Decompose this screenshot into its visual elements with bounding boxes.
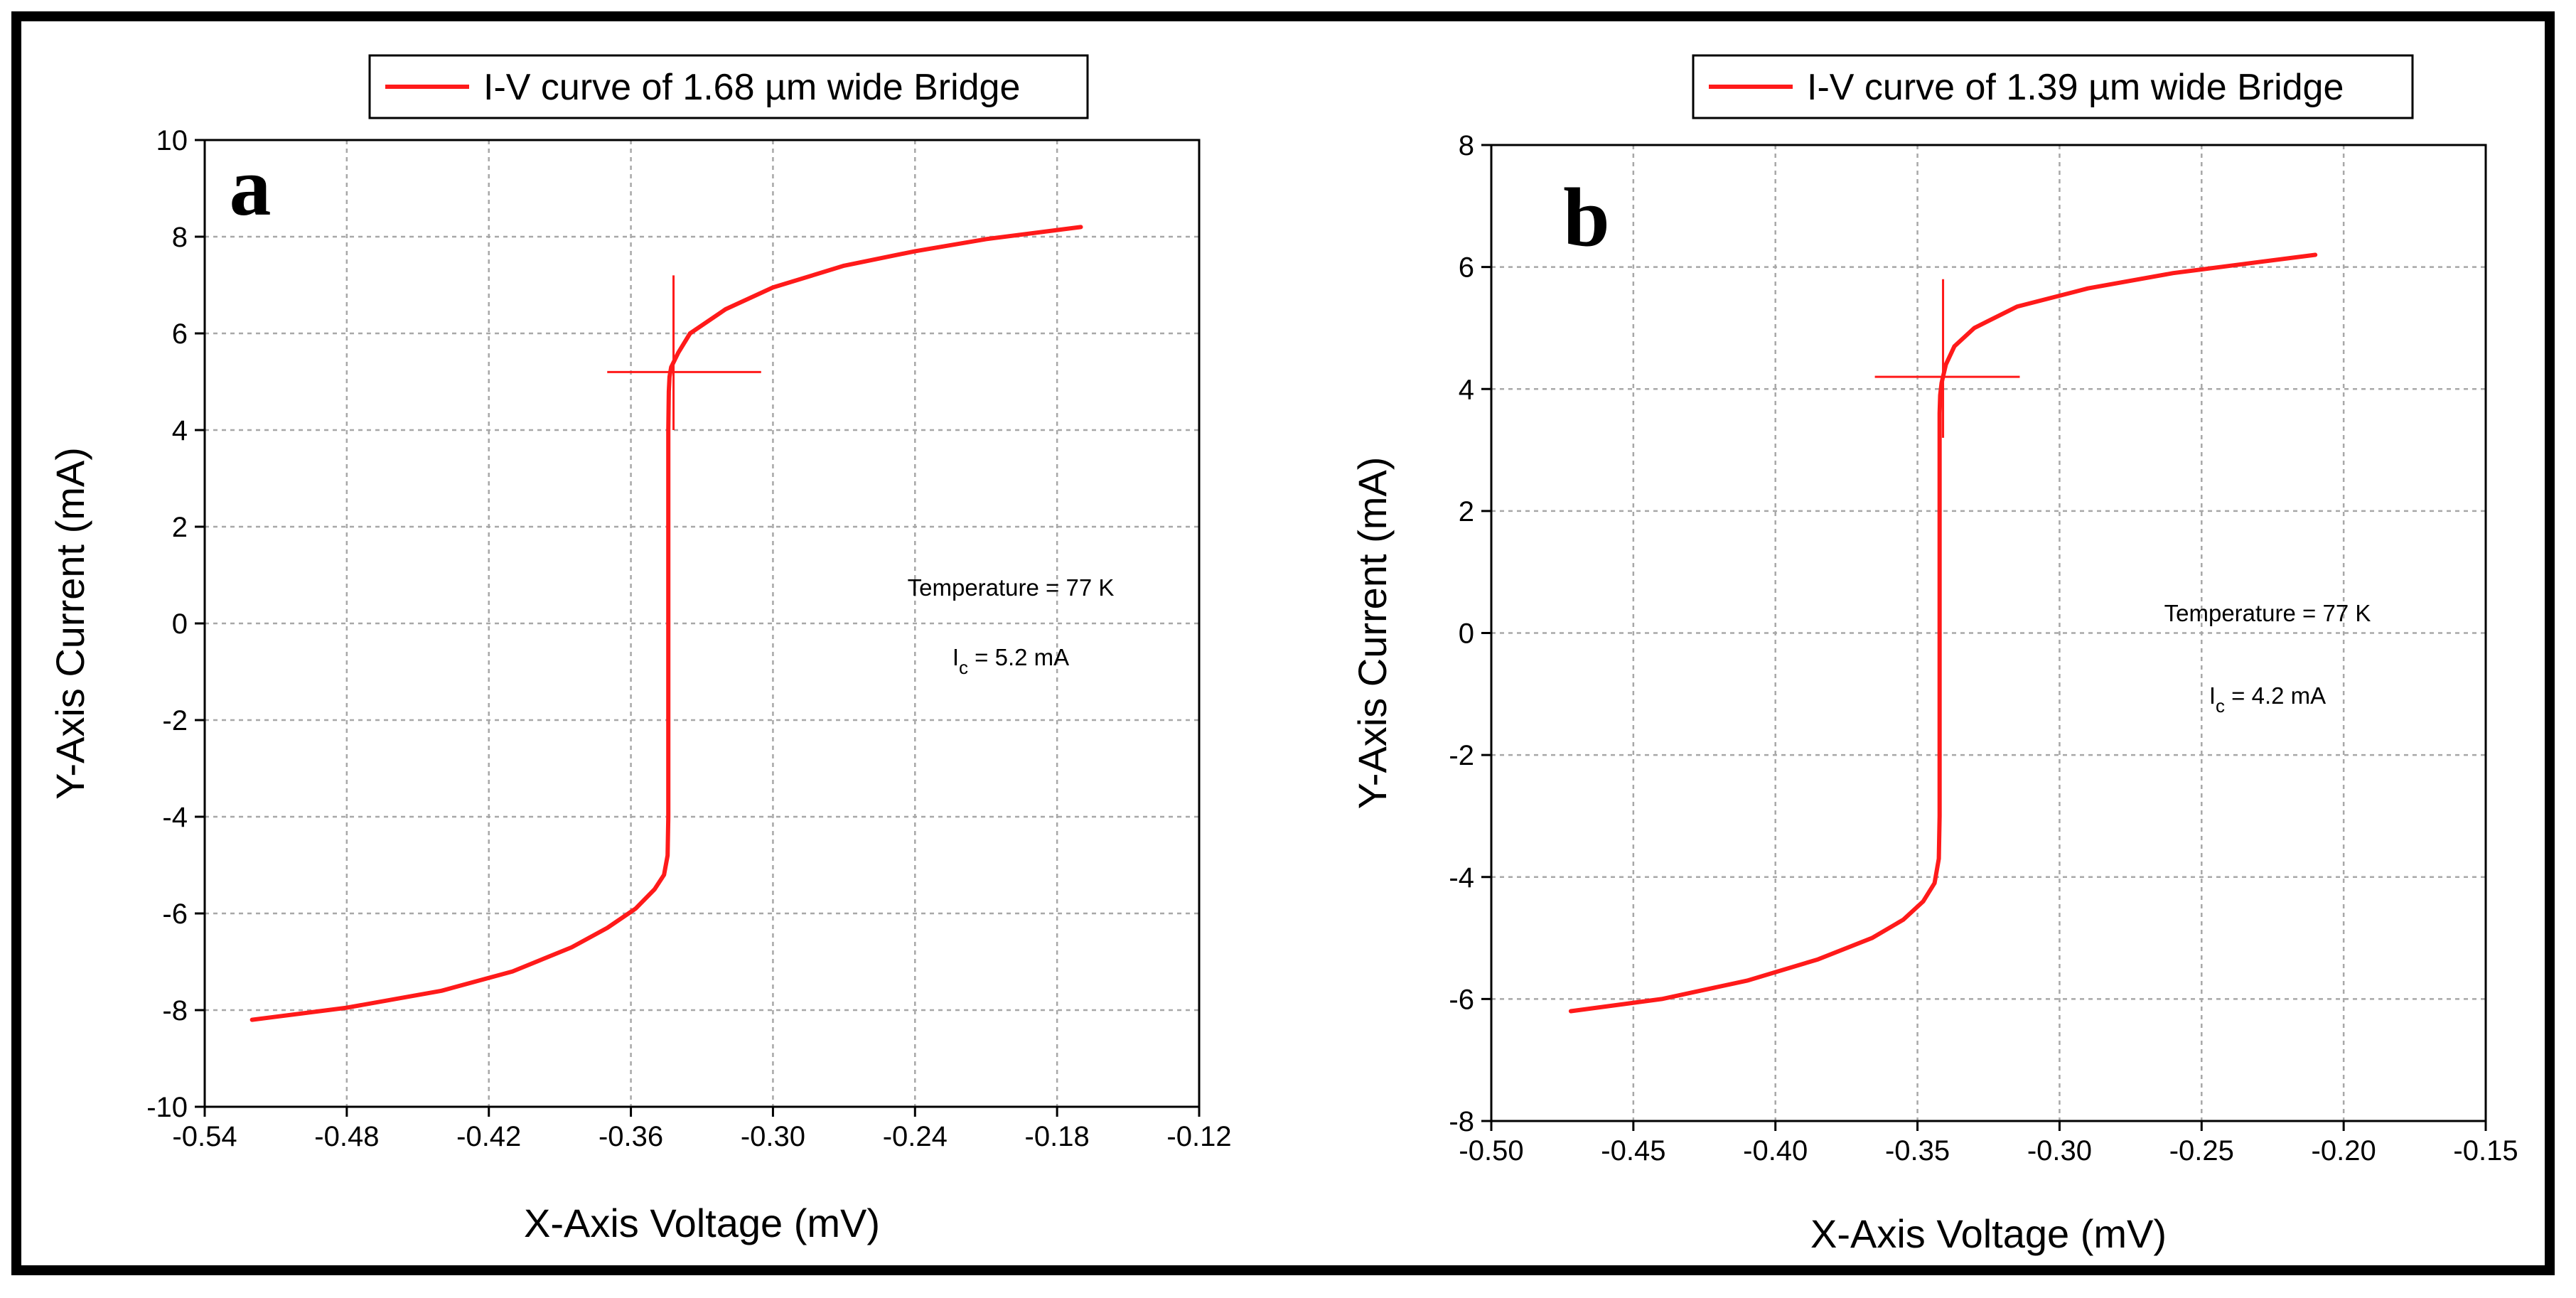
- legend-label: I-V curve of 1.39 µm wide Bridge: [1807, 67, 2344, 108]
- x-tick-label: -0.36: [599, 1121, 663, 1152]
- x-tick-label: -0.24: [883, 1121, 948, 1152]
- legend-label: I-V curve of 1.68 µm wide Bridge: [483, 67, 1020, 108]
- series-line: [249, 225, 1083, 1022]
- y-tick-label: -4: [162, 802, 188, 833]
- y-tick-label: 8: [1459, 130, 1474, 161]
- y-tick-label: -8: [1449, 1106, 1474, 1137]
- y-tick-label: -10: [146, 1092, 188, 1123]
- panel-letter: b: [1563, 171, 1610, 264]
- critical-current-annotation: Ic = 5.2 mA: [952, 644, 1069, 678]
- x-tick-label: -0.54: [172, 1121, 237, 1152]
- x-axis-label: X-Axis Voltage (mV): [1810, 1211, 2167, 1256]
- y-tick-label: -2: [1449, 740, 1474, 771]
- legend-box: [1692, 54, 2414, 119]
- chart-panel-a: -0.54 -0.48 -0.42 -0.36 -0.30 -0.24 -0.18 -0.12…: [48, 54, 1232, 1245]
- x-tick-label: -0.25: [2169, 1135, 2234, 1166]
- x-tick-label: -0.48: [314, 1121, 379, 1152]
- x-tick-label: -0.50: [1459, 1135, 1523, 1166]
- x-tick-label: -0.20: [2312, 1135, 2376, 1166]
- x-tick-label: -0.15: [2453, 1135, 2518, 1166]
- temperature-annotation: Temperature = 77 K: [2164, 600, 2371, 626]
- x-tick-label: -0.12: [1166, 1121, 1231, 1152]
- x-tick-label: -0.18: [1025, 1121, 1090, 1152]
- y-tick-label: 4: [1459, 374, 1474, 405]
- x-tick-label: -0.30: [2027, 1135, 2092, 1166]
- y-tick-label: -6: [1449, 984, 1474, 1015]
- figure-frame: [11, 11, 2555, 1275]
- panel-letter: a: [230, 140, 272, 233]
- y-tick-label: -8: [162, 995, 188, 1026]
- y-tick-label: 0: [172, 608, 188, 640]
- x-axis-label: X-Axis Voltage (mV): [524, 1201, 880, 1245]
- temperature-annotation: Temperature = 77 K: [908, 574, 1115, 601]
- y-tick-label: 10: [156, 125, 188, 156]
- y-tick-label: 8: [172, 222, 188, 253]
- y-tick-label: 4: [172, 415, 188, 446]
- y-tick-label: -2: [162, 705, 188, 736]
- y-tick-label: 6: [172, 318, 188, 350]
- x-tick-label: -0.30: [741, 1121, 805, 1152]
- y-tick-label: 6: [1459, 252, 1474, 284]
- y-tick-label: 2: [172, 512, 188, 543]
- x-tick-label: -0.42: [456, 1121, 521, 1152]
- y-tick-label: -6: [162, 899, 188, 930]
- y-tick-label: 0: [1459, 618, 1474, 650]
- y-tick-label: 2: [1459, 496, 1474, 527]
- x-tick-label: -0.35: [1885, 1135, 1950, 1166]
- series-line: [1568, 252, 2318, 1014]
- y-tick-label: -4: [1449, 862, 1474, 894]
- legend-box: [368, 54, 1089, 119]
- y-axis-label: Y-Axis Current (mA): [1350, 457, 1395, 810]
- x-tick-label: -0.40: [1743, 1135, 1808, 1166]
- y-axis-label: Y-Axis Current (mA): [48, 447, 92, 800]
- critical-current-annotation: Ic = 4.2 mA: [2209, 682, 2326, 717]
- x-tick-label: -0.45: [1601, 1135, 1665, 1166]
- chart-panel-b: -0.50 -0.45 -0.40 -0.35 -0.30 -0.25 -0.20 -0.15…: [1350, 54, 2518, 1256]
